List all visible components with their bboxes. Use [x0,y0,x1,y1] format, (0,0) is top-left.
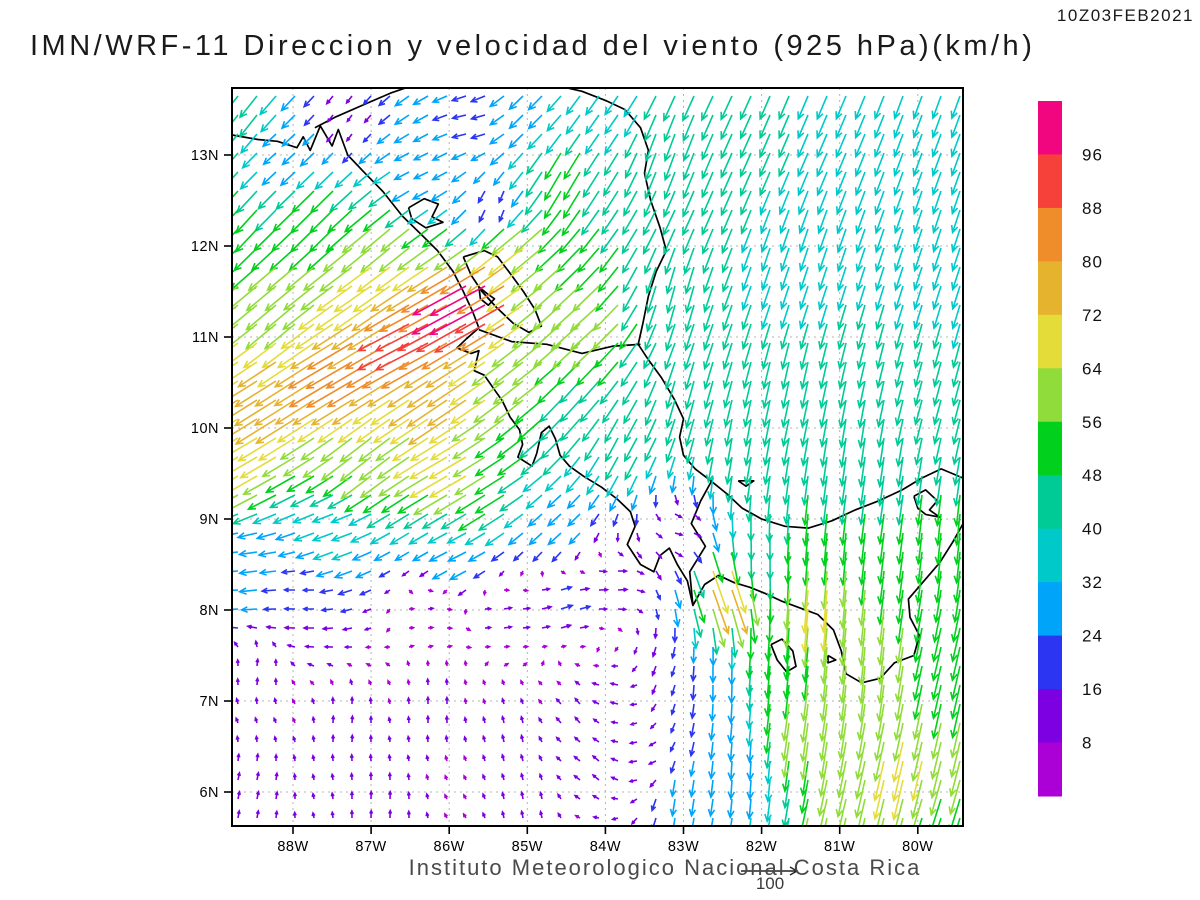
svg-text:85W: 85W [512,839,543,855]
svg-text:64: 64 [1082,359,1103,378]
map-frame [231,87,964,827]
svg-text:72: 72 [1082,306,1103,325]
svg-text:81W: 81W [824,839,855,855]
svg-text:9N: 9N [199,512,219,528]
page-title: IMN/WRF-11 Direccion y velocidad del vie… [30,30,1036,62]
reference-arrow [741,866,799,876]
svg-text:16: 16 [1082,680,1103,699]
svg-text:82W: 82W [746,839,777,855]
svg-text:86W: 86W [434,839,465,855]
svg-text:7N: 7N [199,694,219,710]
svg-text:8: 8 [1082,734,1092,753]
speed-colorbar: 96 88 80 72 64 56 48 40 32 24 16 8 [1038,101,1103,797]
svg-text:24: 24 [1082,627,1103,646]
svg-text:80: 80 [1082,252,1103,271]
forecast-timestamp: 10Z03FEB2021 [1056,6,1194,25]
svg-text:83W: 83W [668,839,699,855]
svg-text:10N: 10N [191,421,219,437]
svg-text:80W: 80W [902,839,933,855]
svg-text:48: 48 [1082,466,1103,485]
svg-text:84W: 84W [590,839,621,855]
svg-text:87W: 87W [355,839,386,855]
svg-text:88: 88 [1082,199,1103,218]
svg-text:8N: 8N [199,603,219,619]
institution-caption: Instituto Meteorologico Nacional Costa R… [408,855,922,880]
svg-text:88W: 88W [277,839,308,855]
svg-text:11N: 11N [192,330,219,346]
svg-text:6N: 6N [199,785,219,801]
lat-lon-gridlines [233,89,962,825]
axis-ticks-and-labels: 88W 87W 86W 85W 84W 83W 82W 81W 80W 13N 12N 11N 10N 9… [191,148,933,855]
svg-text:13N: 13N [191,148,219,164]
svg-text:32: 32 [1082,573,1103,592]
reference-arrow-value: 100 [755,874,785,893]
svg-text:96: 96 [1082,145,1103,164]
wind-vector-field [233,95,962,825]
svg-text:56: 56 [1082,413,1103,432]
svg-text:40: 40 [1082,520,1103,539]
svg-text:12N: 12N [191,239,219,255]
